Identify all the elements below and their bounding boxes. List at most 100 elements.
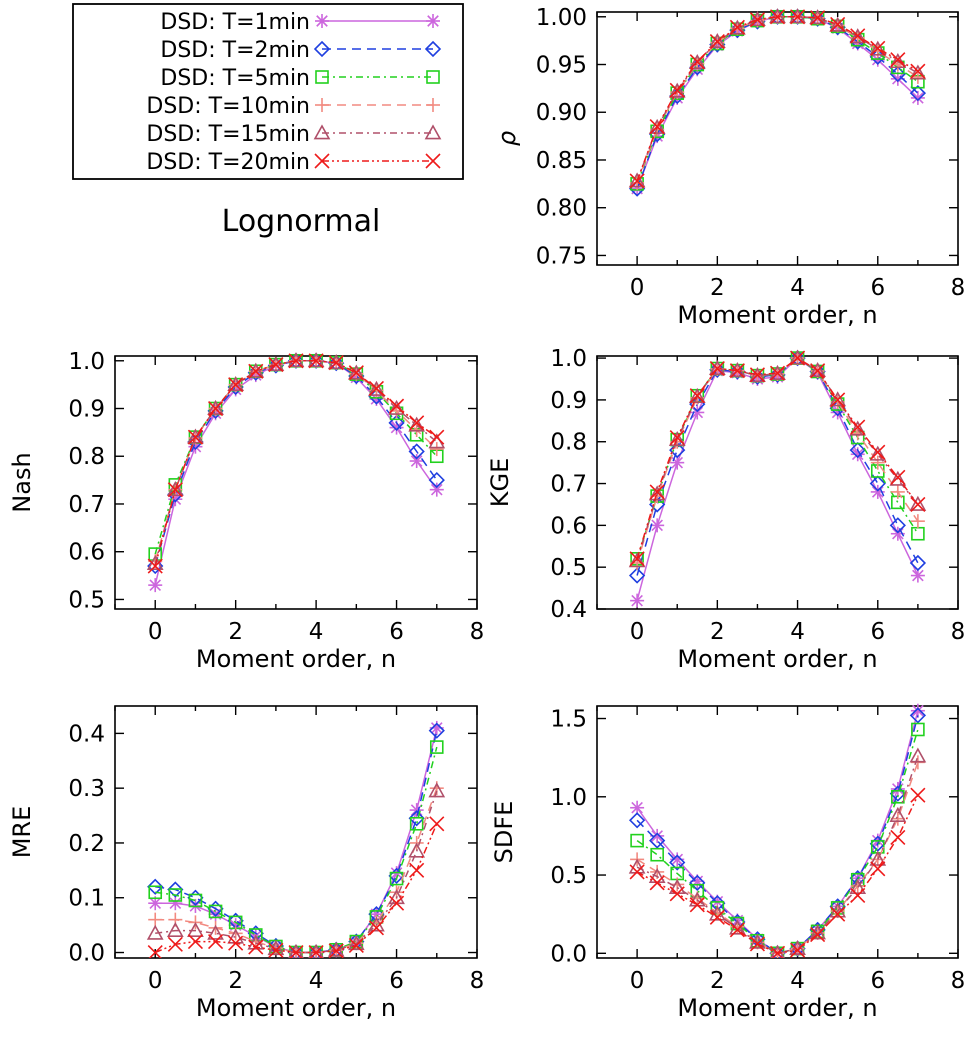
legend-label: DSD: T=5min bbox=[160, 66, 310, 91]
data-point bbox=[649, 832, 666, 849]
data-point bbox=[809, 363, 826, 380]
y-tick-label: 1.00 bbox=[536, 5, 587, 31]
data-point bbox=[630, 593, 645, 608]
y-tick-label: 0.95 bbox=[536, 53, 587, 79]
legend-label: DSD: T=10min bbox=[146, 94, 310, 119]
data-point bbox=[428, 782, 446, 798]
legend-marker bbox=[313, 40, 331, 58]
legend-marker bbox=[314, 153, 330, 169]
data-point bbox=[388, 399, 405, 415]
data-point bbox=[910, 90, 925, 105]
data-point bbox=[769, 9, 786, 25]
data-point bbox=[890, 781, 905, 796]
plot-frame bbox=[596, 355, 959, 610]
data-point bbox=[429, 442, 444, 457]
data-point bbox=[810, 363, 826, 379]
y-tick-label: 0.6 bbox=[550, 513, 587, 539]
data-point bbox=[267, 940, 285, 956]
data-point bbox=[889, 65, 906, 83]
data-point bbox=[429, 482, 444, 497]
data-point bbox=[248, 939, 264, 955]
data-point bbox=[830, 906, 846, 922]
legend-marker bbox=[424, 124, 442, 140]
y-tick-label: 1.5 bbox=[550, 707, 587, 733]
data-point bbox=[248, 363, 264, 379]
data-point bbox=[829, 391, 847, 407]
data-point bbox=[268, 942, 284, 958]
data-point bbox=[166, 921, 184, 938]
data-point bbox=[909, 707, 927, 724]
data-point bbox=[850, 419, 866, 435]
plot-frame bbox=[596, 11, 959, 266]
data-point bbox=[347, 935, 365, 951]
data-point bbox=[409, 803, 424, 818]
data-point bbox=[769, 365, 786, 381]
data-point bbox=[870, 455, 885, 470]
data-point bbox=[147, 878, 164, 895]
data-point bbox=[769, 945, 786, 958]
data-point bbox=[368, 380, 385, 396]
data-point bbox=[890, 811, 905, 826]
data-point bbox=[650, 828, 665, 843]
data-point bbox=[830, 392, 846, 408]
series-line bbox=[636, 16, 919, 182]
data-point bbox=[408, 810, 425, 827]
legend-marker bbox=[424, 40, 442, 58]
data-point bbox=[228, 935, 244, 951]
data-point bbox=[688, 387, 706, 403]
data-point bbox=[147, 558, 163, 574]
legend-label: DSD: T=2min bbox=[160, 38, 310, 63]
data-point bbox=[628, 172, 646, 188]
data-point bbox=[789, 942, 806, 958]
data-point bbox=[167, 881, 184, 898]
data-point bbox=[348, 365, 364, 381]
data-point bbox=[909, 554, 927, 572]
x-tick-label: 0 bbox=[148, 968, 163, 994]
data-point bbox=[409, 415, 425, 431]
y-axis-label: SDFE bbox=[490, 801, 518, 864]
data-point bbox=[188, 893, 203, 908]
data-point bbox=[729, 363, 746, 380]
y-tick-label: 0.90 bbox=[536, 100, 587, 126]
data-point bbox=[388, 414, 405, 431]
data-point bbox=[166, 481, 184, 497]
x-tick-label: 6 bbox=[870, 275, 885, 301]
legend-marker bbox=[426, 70, 440, 84]
data-point bbox=[769, 8, 786, 24]
series-group bbox=[628, 349, 927, 608]
data-point bbox=[409, 862, 425, 878]
y-tick-label: 0.0 bbox=[550, 941, 587, 967]
data-point bbox=[409, 454, 424, 469]
series-line bbox=[154, 360, 438, 567]
y-tick-label: 0.2 bbox=[68, 831, 105, 857]
x-tick-label: 6 bbox=[870, 968, 885, 994]
data-point bbox=[909, 64, 927, 80]
data-point bbox=[328, 355, 344, 371]
y-tick-label: 0.9 bbox=[68, 397, 105, 423]
data-point bbox=[870, 40, 886, 56]
data-point bbox=[830, 16, 846, 32]
data-point bbox=[408, 842, 426, 858]
data-point bbox=[187, 933, 204, 950]
legend-label: DSD: T=20min bbox=[146, 150, 310, 175]
chart-panel-mre: 0 2 4 6 8 0.0 0.1 0.2 0.3 0.4 Moment order, n MRE bbox=[8, 705, 484, 1022]
data-point bbox=[869, 475, 886, 492]
x-tick-label: 2 bbox=[228, 619, 243, 645]
data-point bbox=[429, 429, 445, 445]
data-point bbox=[769, 366, 786, 383]
data-point bbox=[629, 173, 645, 189]
data-point bbox=[208, 904, 223, 919]
x-tick-label: 8 bbox=[470, 619, 485, 645]
data-point bbox=[308, 944, 324, 958]
legend-entry: DSD: T=20min bbox=[146, 150, 441, 175]
data-point bbox=[749, 12, 766, 28]
data-point bbox=[850, 426, 865, 441]
data-point bbox=[849, 28, 867, 44]
data-point bbox=[146, 924, 164, 940]
data-point bbox=[649, 875, 665, 891]
data-point bbox=[729, 19, 745, 35]
data-point bbox=[669, 886, 685, 902]
data-point bbox=[890, 829, 906, 846]
series-line bbox=[154, 360, 438, 555]
